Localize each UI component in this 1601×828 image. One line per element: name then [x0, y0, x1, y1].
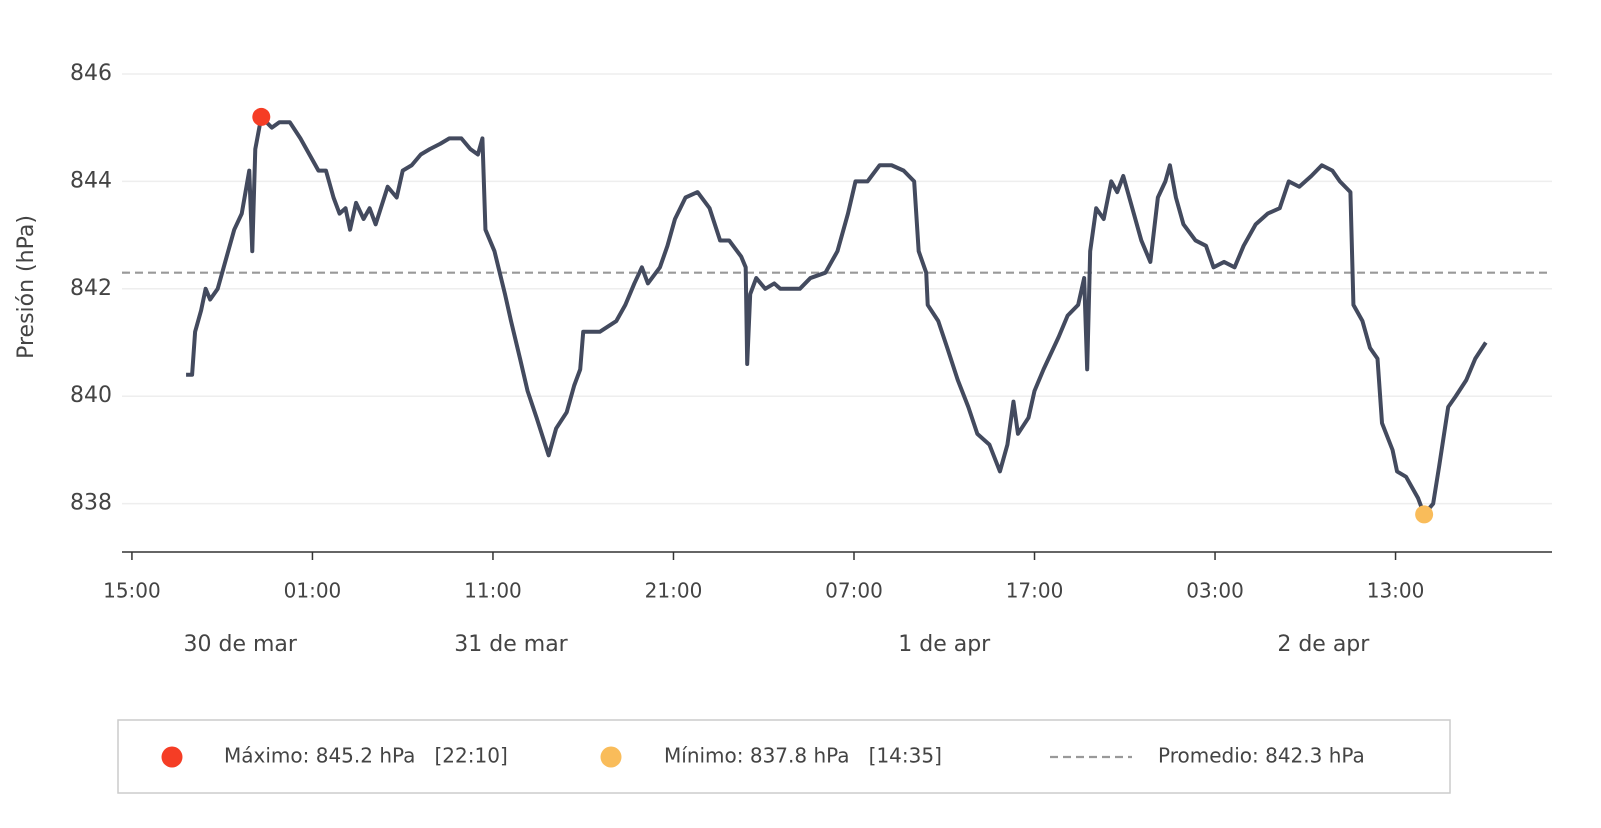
- pressure-line: [186, 114, 1488, 517]
- legend-box: [117, 719, 1451, 794]
- x-tick-label: 21:00: [645, 579, 703, 603]
- legend-label: Mínimo: 837.8 hPa [14:35]: [664, 744, 942, 768]
- day-label: 31 de mar: [454, 632, 568, 657]
- x-tick-label: 07:00: [825, 579, 883, 603]
- y-tick-label: 842: [70, 276, 112, 301]
- x-tick-label: 11:00: [464, 579, 522, 603]
- y-tick-label: 838: [70, 491, 112, 516]
- y-axis-label: Presión (hPa): [14, 215, 39, 359]
- y-tick-label: 840: [70, 383, 112, 408]
- legend-label: Máximo: 845.2 hPa [22:10]: [224, 744, 508, 768]
- day-label: 2 de apr: [1277, 632, 1370, 657]
- x-tick-label: 15:00: [103, 579, 161, 603]
- extreme-marker: [1415, 505, 1434, 524]
- y-tick-label: 846: [70, 61, 112, 86]
- extreme-marker: [252, 107, 271, 126]
- x-tick-label: 13:00: [1367, 579, 1425, 603]
- y-tick-label: 844: [70, 168, 112, 193]
- day-label: 30 de mar: [184, 632, 298, 657]
- legend-label: Promedio: 842.3 hPa: [1158, 744, 1365, 768]
- legend-symbol: [161, 746, 183, 768]
- x-tick-label: 03:00: [1186, 579, 1244, 603]
- x-tick-label: 17:00: [1006, 579, 1064, 603]
- x-tick-label: 01:00: [284, 579, 342, 603]
- day-label: 1 de apr: [898, 632, 991, 657]
- legend-symbol: [600, 746, 622, 768]
